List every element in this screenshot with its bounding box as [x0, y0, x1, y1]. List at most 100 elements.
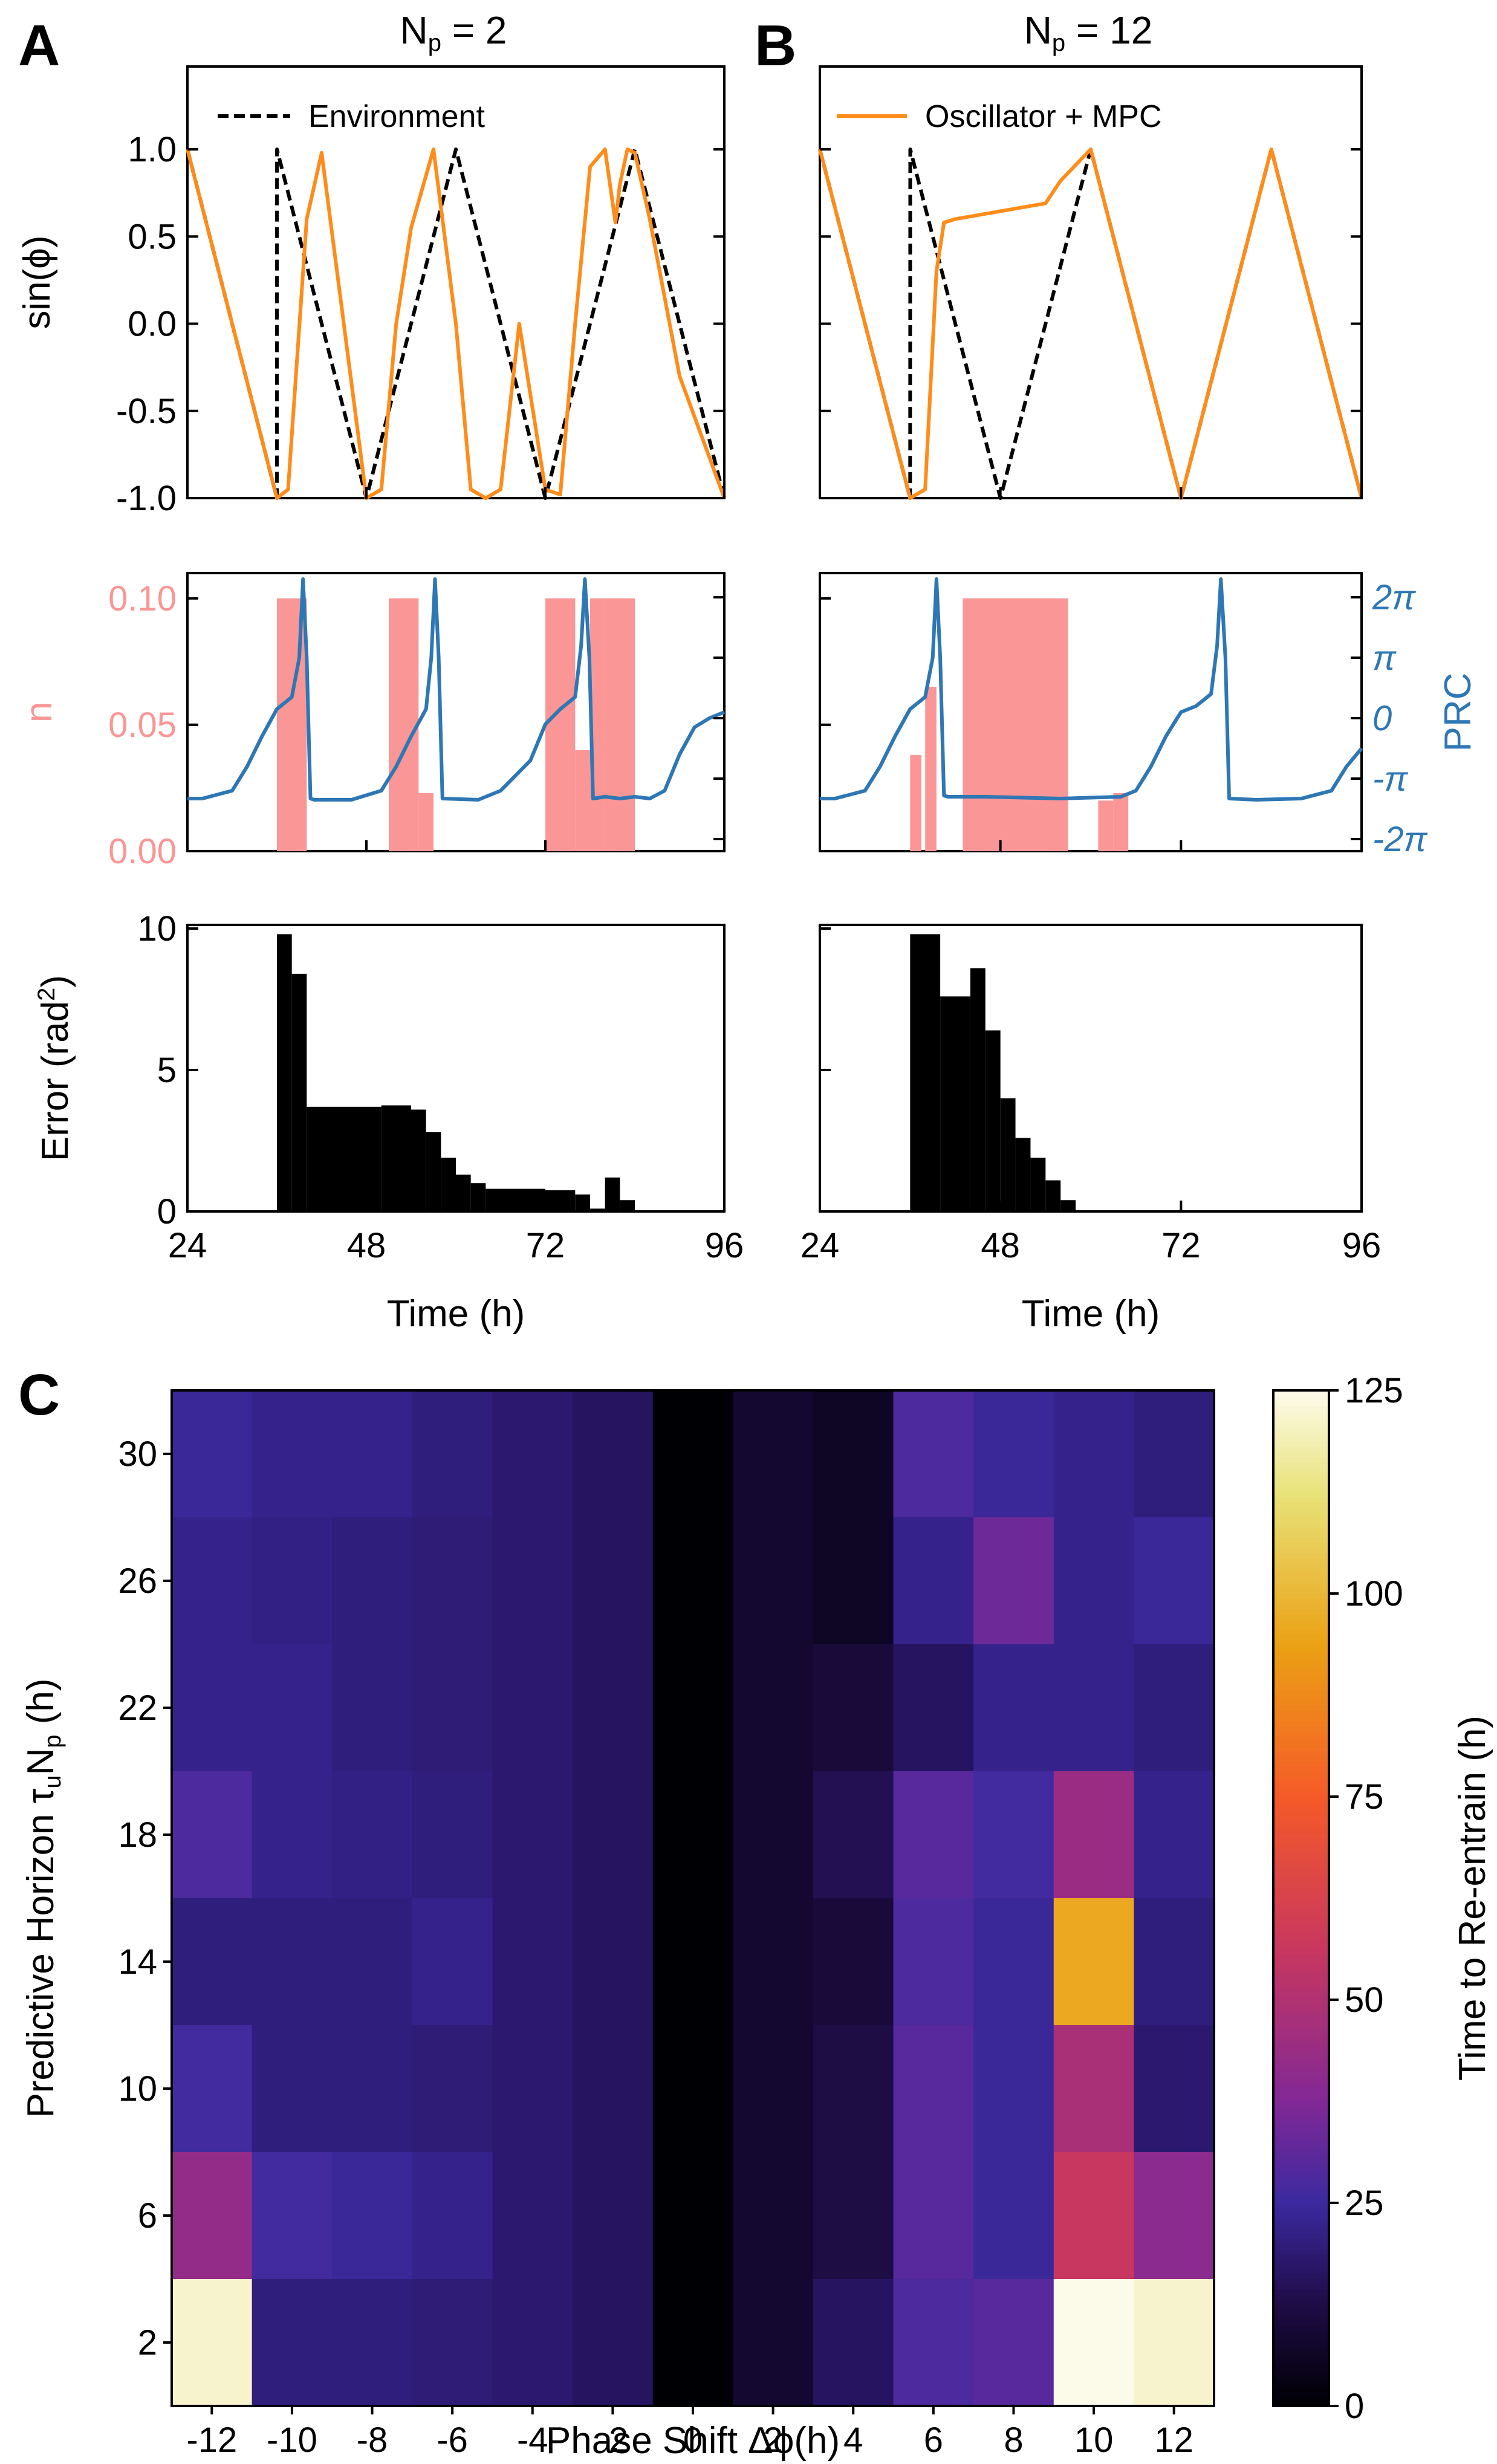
- u-bar: [545, 598, 576, 851]
- heatmap-cell: [172, 2152, 253, 2280]
- colorbar-step: [1273, 1720, 1329, 1726]
- colorbar-step: [1273, 2401, 1329, 2407]
- colorbar-step: [1273, 2233, 1329, 2239]
- heatmap-cell: [652, 1771, 733, 1899]
- prc-tick-label: 0: [1372, 699, 1392, 738]
- panel-a-bottom-ylabel: Error (rad2): [33, 975, 76, 1161]
- error-bar: [411, 1109, 426, 1211]
- colorbar-step: [1273, 2045, 1329, 2051]
- heatmap-cell: [332, 2152, 413, 2280]
- panel-c: -12 -10 -8 -6 -4 -2 0 2 4 6 8 10 12 30 26 22 18 14 10 6 2 Ph…: [20, 1371, 1493, 2462]
- title-a: Np = 2: [400, 8, 507, 56]
- colorbar-step: [1273, 1898, 1329, 1904]
- colorbar-step: [1273, 2051, 1329, 2057]
- colorbar-step: [1273, 1568, 1329, 1574]
- heatmap-ytick-label: 30: [118, 1435, 157, 1474]
- panel-b-top: Oscillator + MPC: [818, 65, 1363, 500]
- colorbar-step: [1273, 2213, 1329, 2219]
- heatmap-cell: [893, 2279, 974, 2407]
- title-a-sub: p: [428, 30, 441, 56]
- heatmap-xtick-label: 12: [1154, 2420, 1193, 2460]
- prc-tick-label: -2π: [1372, 820, 1428, 859]
- colorbar-step: [1273, 1578, 1329, 1584]
- panel-a-top-ylabel: sin(ϕ): [16, 235, 58, 329]
- heatmap-cell: [492, 1517, 573, 1645]
- heatmap-cell: [252, 2152, 333, 2280]
- heatmap-cell: [813, 1644, 894, 1772]
- heatmap-cell: [652, 1390, 733, 1518]
- colorbar-step: [1273, 2208, 1329, 2214]
- colorbar-step: [1273, 1654, 1329, 1660]
- colorbar-step: [1273, 1624, 1329, 1630]
- heatmap-cell: [652, 1898, 733, 2026]
- colorbar-step: [1273, 1791, 1329, 1797]
- colorbar-step: [1273, 2177, 1329, 2184]
- heatmap-cell: [412, 2279, 493, 2407]
- error-bar: [381, 1105, 411, 1211]
- colorbar-step: [1273, 2365, 1329, 2371]
- colorbar-step: [1273, 1867, 1329, 1873]
- colorbar-tick-label: 25: [1345, 2184, 1384, 2223]
- colorbar-step: [1273, 2152, 1329, 2158]
- colorbar-step: [1273, 2086, 1329, 2092]
- colorbar-step: [1273, 1497, 1329, 1503]
- colorbar-step: [1273, 1679, 1329, 1685]
- colorbar-step: [1273, 2223, 1329, 2229]
- heatmap-xtick-label: -12: [186, 2420, 237, 2460]
- colorbar-step: [1273, 1476, 1329, 1482]
- colorbar-step: [1273, 1893, 1329, 1899]
- ytick-label: 1.0: [128, 130, 177, 169]
- colorbar-step: [1273, 1806, 1329, 1812]
- heatmap-cell: [1134, 2025, 1215, 2153]
- heatmap-cell: [1053, 1898, 1134, 2026]
- colorbar-step: [1273, 1908, 1329, 1914]
- colorbar-tick-label: 125: [1345, 1371, 1403, 1410]
- heatmap-cell: [252, 2025, 333, 2153]
- panel-a-top: -1.0 -0.5 0.0 0.5 1.0 sin(ϕ) Environment: [16, 65, 726, 518]
- ytick-label: -1.0: [116, 479, 177, 518]
- heatmap-cell: [412, 1517, 493, 1645]
- error-label-rest: ): [34, 975, 76, 988]
- colorbar-step: [1273, 2167, 1329, 2173]
- colorbar-step: [1273, 1431, 1329, 1437]
- colorbar-step: [1273, 1761, 1329, 1767]
- colorbar-step: [1273, 2066, 1329, 2072]
- colorbar-step: [1273, 1888, 1329, 1894]
- heatmap-cell: [973, 2279, 1054, 2407]
- colorbar-step: [1273, 2132, 1329, 2138]
- colorbar-step: [1273, 1548, 1329, 1554]
- colorbar-step: [1273, 2111, 1329, 2117]
- heatmap-cell: [1053, 1644, 1134, 1772]
- colorbar-step: [1273, 1543, 1329, 1549]
- prc-line: [820, 577, 1363, 802]
- title-b: Np = 12: [1024, 8, 1153, 56]
- colorbar-step: [1273, 1705, 1329, 1711]
- heatmap-cell: [1134, 1390, 1215, 1518]
- heatmap-xtick-label: -4: [517, 2420, 548, 2460]
- heatmap-cell: [332, 1898, 413, 2026]
- error-bar: [940, 996, 970, 1211]
- panel-a-mid-content: 0.00 0.05 0.10: [108, 577, 726, 871]
- panel-label-a: A: [18, 13, 60, 78]
- colorbar-step: [1273, 1573, 1329, 1579]
- xtick-label: 96: [705, 1226, 744, 1265]
- colorbar-step: [1273, 2330, 1329, 2336]
- colorbar-step: [1273, 1517, 1329, 1523]
- heatmap-cell: [252, 1898, 333, 2026]
- colorbar-step: [1273, 1400, 1329, 1406]
- colorbar-step: [1273, 1949, 1329, 1955]
- colorbar-step: [1273, 1659, 1329, 1665]
- ytick-label: 0: [157, 1192, 177, 1231]
- panel-a-bottom-content: 0 5 10 24 48 72 96: [137, 909, 744, 1265]
- heatmap-cell: [973, 2152, 1054, 2280]
- colorbar-step: [1273, 2187, 1329, 2193]
- heatmap-cell: [733, 1771, 814, 1899]
- u-bar: [1098, 800, 1114, 851]
- heatmap-cell: [573, 1771, 654, 1899]
- heatmap-cell: [973, 2025, 1054, 2153]
- colorbar-step: [1273, 1390, 1329, 1396]
- colorbar-step: [1273, 2381, 1329, 2387]
- colorbar-step: [1273, 1882, 1329, 1889]
- heatmap-cell: [412, 1898, 493, 2026]
